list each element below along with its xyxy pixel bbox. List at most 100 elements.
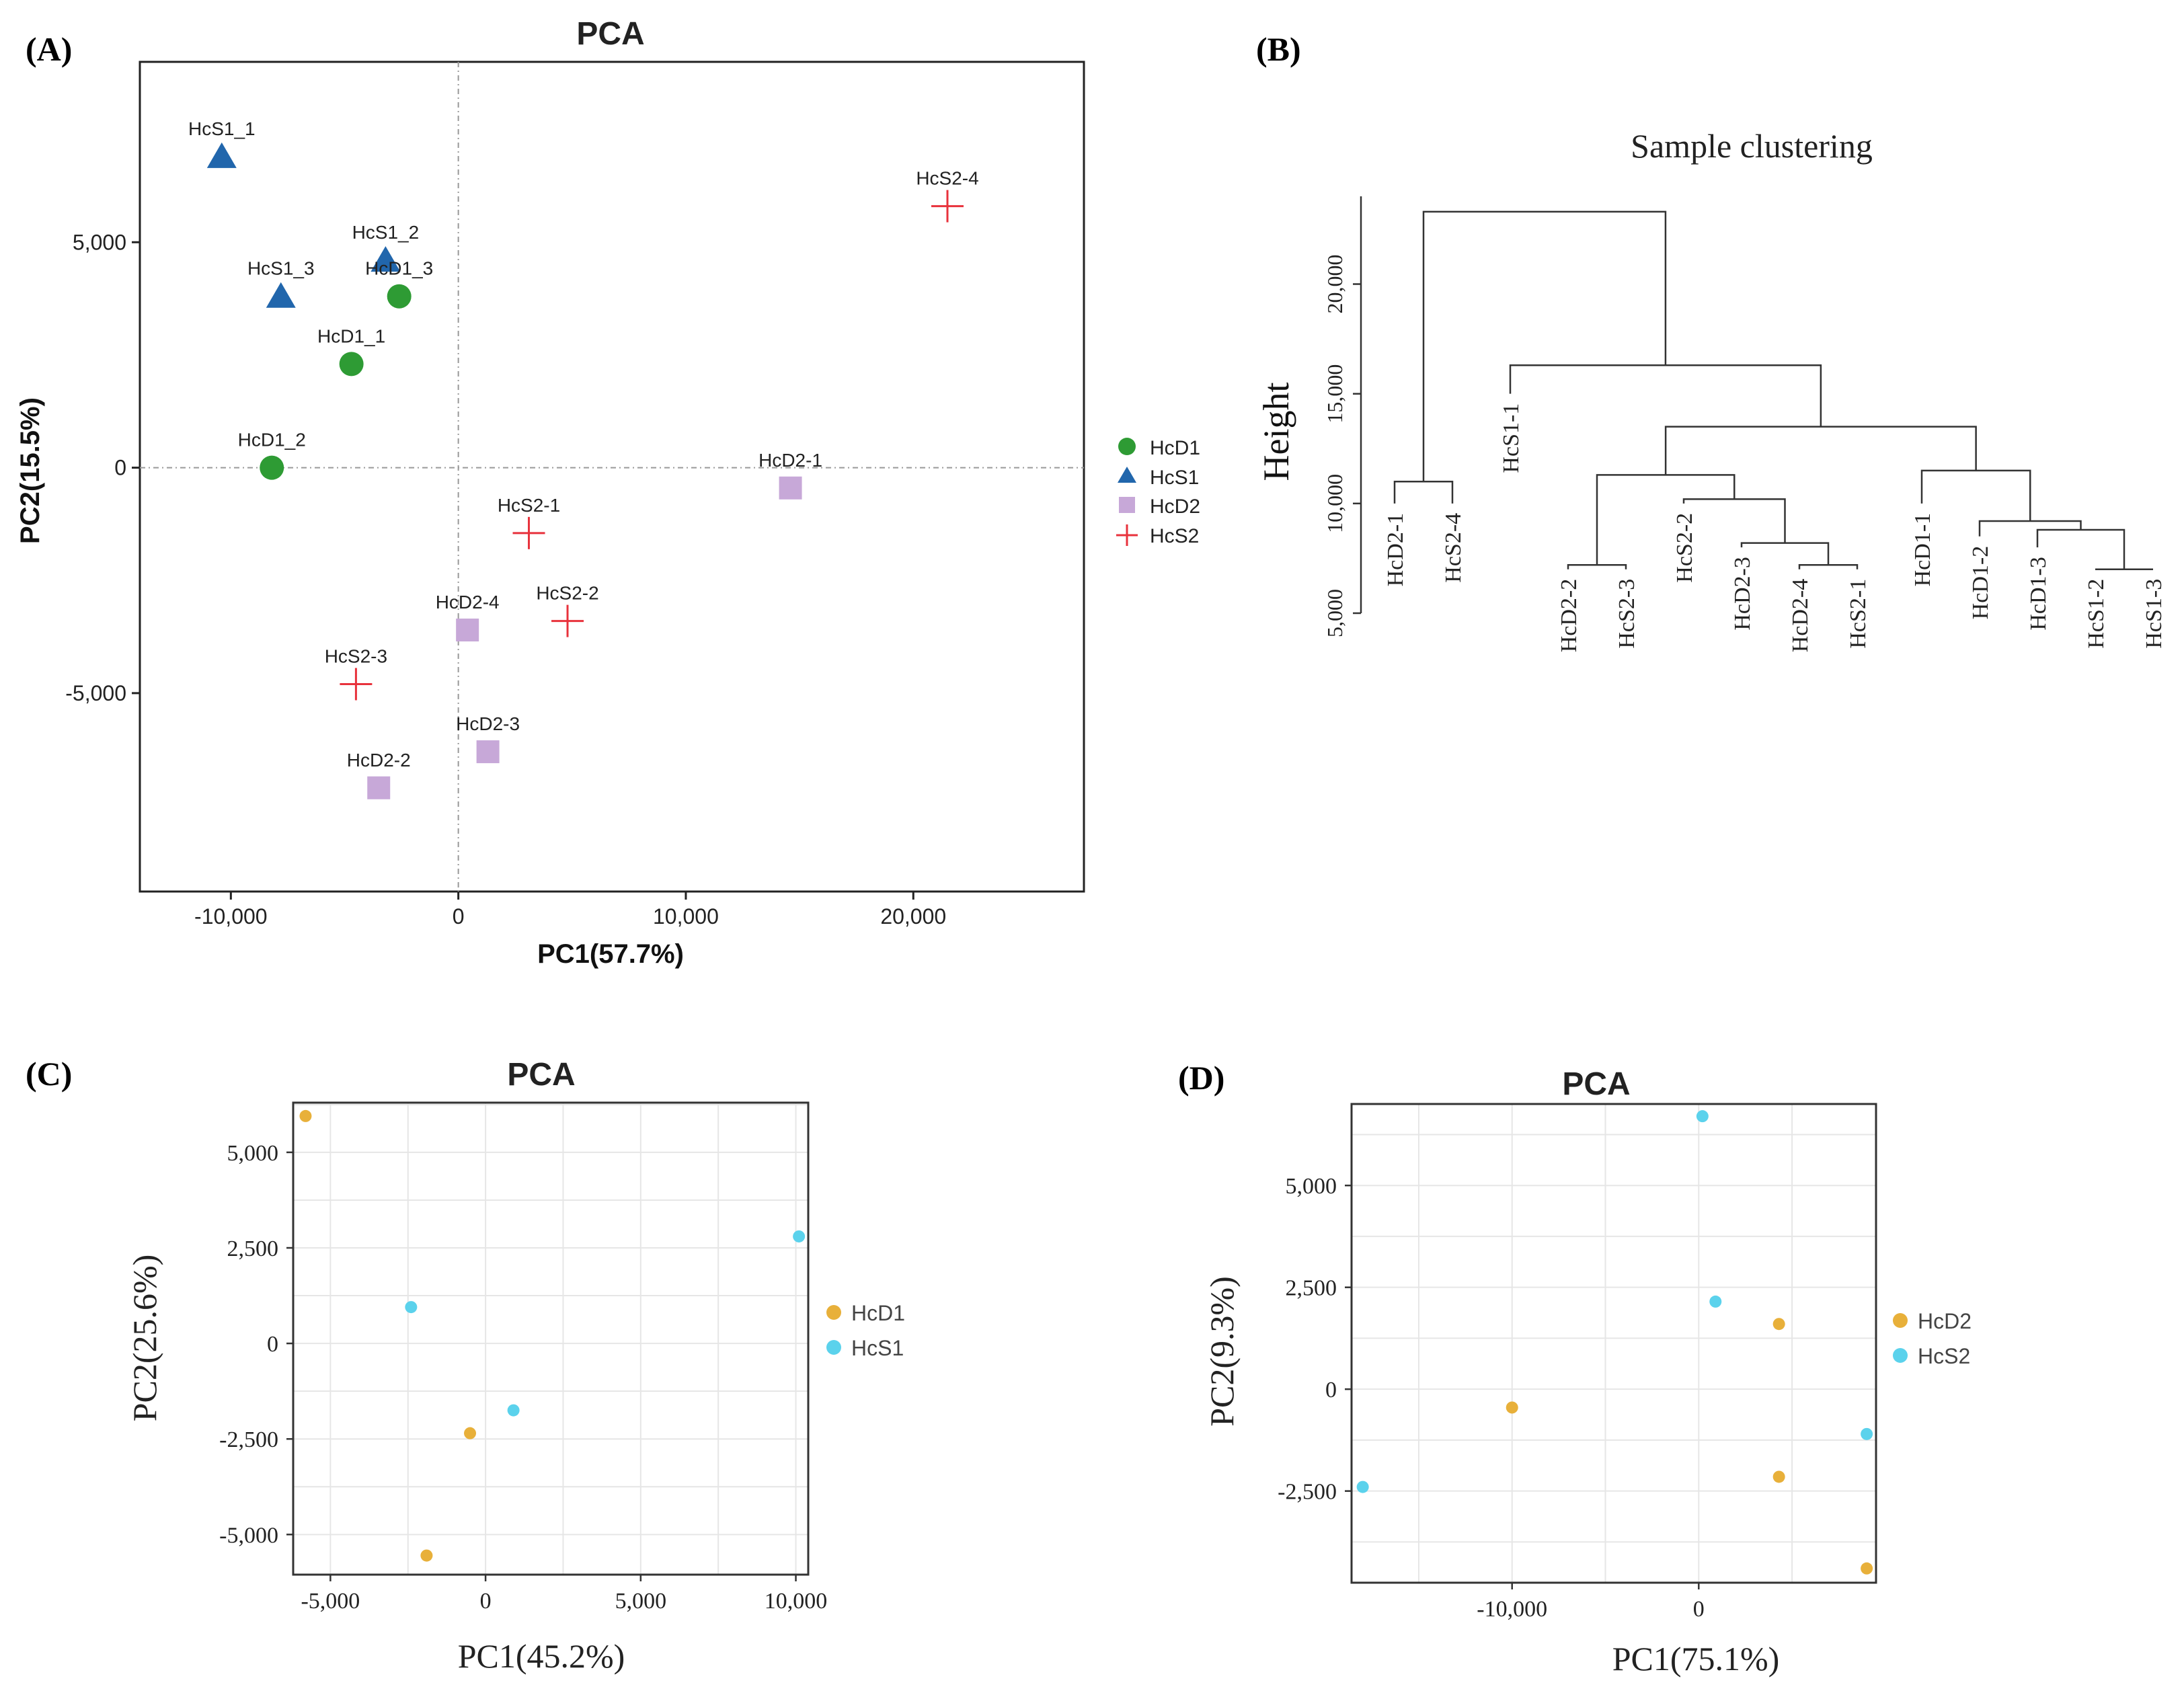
leaf-label-hcs2-3: HcS2-3 xyxy=(1614,579,1639,649)
leaf-label-hcs1-3: HcS1-3 xyxy=(2142,579,2167,649)
panel-c-point-hcs1-5 xyxy=(793,1230,806,1242)
y-tick-label: -5,000 xyxy=(219,1523,278,1548)
point-label-hcs2-2: HcS2-2 xyxy=(536,583,598,604)
leaf-label-hcd2-4: HcD2-4 xyxy=(1788,579,1813,653)
leaf-label-hcs1-2: HcS1-2 xyxy=(2084,579,2109,649)
point-hcs1-3 xyxy=(266,282,296,308)
leaf-label-hcd2-1: HcD2-1 xyxy=(1383,513,1408,587)
y-tick-label: 10,000 xyxy=(1323,474,1347,533)
dendrogram-link-n1 xyxy=(1393,480,1454,504)
x-tick-label: -5,000 xyxy=(301,1589,360,1614)
legend-hcs2-label: HcS2 xyxy=(1150,525,1199,547)
panel-c-title: PCA xyxy=(507,1057,575,1093)
panel-b-dendrogram: 5,000 10,000 15,000 20,000 HcD2-1 HcS2-4 HcS1-… xyxy=(1323,196,2167,652)
y-tick-label: 5,000 xyxy=(227,1141,279,1166)
legend-d-hcs2-marker xyxy=(1893,1348,1908,1363)
legend-hcs1-label: HcS1 xyxy=(1150,467,1199,489)
legend-c-hcd1-label: HcD1 xyxy=(851,1301,905,1325)
panel-b-y-axis-title: Height xyxy=(1256,383,1296,481)
legend-c-hcs1-label: HcS1 xyxy=(851,1336,904,1360)
y-tick-label: 20,000 xyxy=(1323,255,1347,314)
leaf-label-hcd1-1: HcD1-1 xyxy=(1910,513,1935,587)
y-tick-label: 5,000 xyxy=(1286,1174,1337,1199)
panel-c-x-axis-title: PC1(45.2%) xyxy=(458,1637,625,1675)
point-label-hcs2-1: HcS2-1 xyxy=(498,495,560,516)
dendrogram-link-n9 xyxy=(1978,520,2082,537)
point-label-hcd1-2: HcD1_2 xyxy=(238,430,306,450)
dendrogram-link-n5 xyxy=(1567,563,1627,569)
y-tick-label: 15,000 xyxy=(1323,364,1347,424)
y-tick-label: 0 xyxy=(267,1332,278,1357)
legend-hcd1-label: HcD1 xyxy=(1150,437,1200,459)
point-hcd1-3 xyxy=(387,284,412,309)
legend-d-hcd2-label: HcD2 xyxy=(1918,1309,1972,1333)
dendrogram-link-n2 xyxy=(1798,563,1859,569)
dendrogram-link-root xyxy=(1422,210,1667,482)
legend-c-hcs1-marker xyxy=(826,1340,841,1355)
leaf-label-hcs2-4: HcS2-4 xyxy=(1441,513,1466,583)
legend-hcd2-marker xyxy=(1119,497,1135,513)
point-label-hcd2-3: HcD2-3 xyxy=(456,713,520,734)
panel-a-label: (A) xyxy=(26,30,72,68)
point-label-hcd2-2: HcD2-2 xyxy=(347,750,411,771)
x-tick-label: 20,000 xyxy=(880,904,946,929)
point-hcd2-4 xyxy=(456,619,479,642)
leaf-label-hcd2-2: HcD2-2 xyxy=(1557,579,1582,653)
panel-d-plot-background xyxy=(1352,1104,1876,1583)
panel-d-legend: HcD2 HcS2 xyxy=(1893,1309,1972,1368)
panel-d-point-hcs2-4 xyxy=(1696,1110,1709,1123)
panel-c-point-hcd1-0 xyxy=(299,1109,312,1122)
panel-a-legend: HcD1 HcS1 HcD2 HcS2 xyxy=(1116,437,1200,547)
panel-c-frame xyxy=(292,1101,810,1576)
panel-d-title: PCA xyxy=(1562,1066,1630,1102)
panel-c-point-hcd1-1 xyxy=(464,1427,477,1439)
point-label-hcs1-3: HcS1_3 xyxy=(247,258,315,279)
legend-hcd1-marker xyxy=(1118,438,1136,455)
y-tick-label: 5,000 xyxy=(1323,589,1347,637)
legend-hcd2-label: HcD2 xyxy=(1150,496,1200,518)
y-tick-label: -5,000 xyxy=(65,681,126,705)
x-tick-label: 10,000 xyxy=(765,1589,828,1614)
panel-c-legend: HcD1 HcS1 xyxy=(826,1301,905,1360)
point-hcs1-1 xyxy=(206,142,237,168)
panel-d-point-hcs2-7 xyxy=(1356,1481,1369,1493)
panel-a: (A) PCA -10,000 0 10,000 20,000 -5,000 0 5,000… xyxy=(15,16,1200,969)
point-label-hcd1-1: HcD1_1 xyxy=(317,325,385,346)
dendrogram-link-n3 xyxy=(1740,542,1830,565)
panel-a-y-axis-title: PC2(15.5%) xyxy=(15,397,45,544)
panel-d-point-hcd2-3 xyxy=(1861,1562,1873,1575)
y-tick-label: 5,000 xyxy=(73,230,126,254)
panel-d: (D) PCA -10,000 0 -2,500 0 2,500 5,000 PC1(75… xyxy=(1178,1059,1972,1678)
panel-d-point-hcd2-2 xyxy=(1772,1470,1785,1483)
x-tick-label: -10,000 xyxy=(1477,1597,1547,1622)
panel-c-point-hcd1-2 xyxy=(420,1549,433,1562)
panel-c-label: (C) xyxy=(26,1055,72,1093)
x-tick-label: -10,000 xyxy=(194,904,268,929)
x-tick-label: 0 xyxy=(1693,1597,1705,1622)
panel-d-point-hcd2-0 xyxy=(1506,1401,1518,1414)
point-label-hcs2-3: HcS2-3 xyxy=(325,646,387,667)
panel-d-point-hcd2-1 xyxy=(1772,1318,1785,1331)
y-tick-label: 2,500 xyxy=(227,1236,279,1261)
panel-d-x-axis-title: PC1(75.1%) xyxy=(1612,1640,1780,1678)
point-hcd2-2 xyxy=(367,776,391,799)
panel-d-label: (D) xyxy=(1178,1059,1224,1097)
x-tick-label: 5,000 xyxy=(615,1589,667,1614)
x-tick-label: 0 xyxy=(453,904,465,929)
y-tick-label: 2,500 xyxy=(1286,1276,1337,1301)
dendrogram-link-n10 xyxy=(1920,469,2031,521)
panel-a-title: PCA xyxy=(576,16,644,52)
legend-c-hcd1-marker xyxy=(826,1305,841,1320)
point-label-hcd1-3: HcD1_3 xyxy=(365,258,433,279)
panel-a-plot: -10,000 0 10,000 20,000 -5,000 0 5,000 HcS1_1 Hc… xyxy=(65,61,1085,929)
leaf-label-hcd2-3: HcD2-3 xyxy=(1730,557,1755,631)
dendrogram-link-n12 xyxy=(1509,364,1822,427)
panel-d-y-axis-title: PC2(9.3%) xyxy=(1203,1276,1241,1427)
point-hcs2-1 xyxy=(512,516,545,549)
point-hcd1-2 xyxy=(260,455,284,480)
point-hcd2-3 xyxy=(476,740,500,764)
legend-hcs1-marker xyxy=(1118,467,1136,483)
leaf-label-hcs1-1: HcS1-1 xyxy=(1499,403,1524,473)
leaf-label-hcd1-2: HcD1-2 xyxy=(1968,546,1993,620)
